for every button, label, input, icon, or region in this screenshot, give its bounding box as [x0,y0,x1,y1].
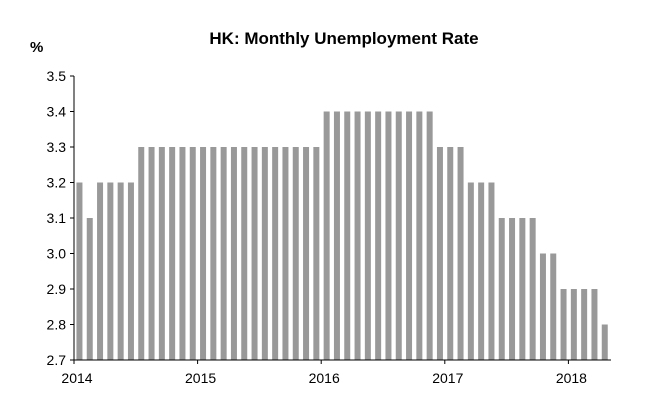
bar-2016-05 [364,111,371,360]
y-tick-label: 3.1 [47,210,67,226]
bar-2015-11 [303,147,310,360]
bar-2018-03 [591,289,598,360]
bar-2016-02 [333,111,340,360]
bar-2016-08 [395,111,402,360]
bar-2017-11 [550,253,557,360]
bar-2014-02 [86,218,93,360]
bar-2017-07 [509,218,516,360]
bar-2018-01 [570,289,577,360]
bar-2015-03 [220,147,227,360]
bar-2017-02 [457,147,464,360]
bar-2014-04 [107,182,114,360]
chart-title: HK: Monthly Unemployment Rate [209,29,478,48]
bar-2016-04 [354,111,361,360]
bar-2017-10 [539,253,546,360]
y-tick-label: 3.0 [47,246,67,262]
y-tick-label: 3.3 [47,139,67,155]
bar-2014-03 [97,182,104,360]
y-tick-label: 3.4 [47,104,67,120]
bar-2016-10 [416,111,423,360]
y-tick-label: 3.5 [47,68,67,84]
bar-2014-01 [76,182,83,360]
y-tick-label: 2.7 [47,352,67,368]
bar-2015-04 [230,147,237,360]
bar-2017-08 [519,218,526,360]
x-tick-label: 2015 [185,370,216,386]
x-axis-ticks: 2014 2015 2016 2017 2018 [61,360,587,386]
bar-2015-01 [200,147,207,360]
y-tick-label: 2.8 [47,317,67,333]
y-tick-label: 2.9 [47,281,67,297]
bar-2015-06 [251,147,258,360]
x-tick-label: 2014 [61,370,92,386]
x-tick-label: 2017 [432,370,463,386]
bar-2016-07 [385,111,392,360]
bar-2015-12 [313,147,320,360]
bar-2016-09 [406,111,413,360]
bar-2017-03 [467,182,474,360]
bar-2017-09 [529,218,536,360]
bar-2015-10 [292,147,299,360]
bar-2016-06 [375,111,382,360]
bar-2016-11 [426,111,433,360]
x-tick-label: 2018 [556,370,587,386]
bar-2018-02 [581,289,588,360]
bar-2016-03 [344,111,351,360]
bar-2014-09 [158,147,165,360]
bar-2017-01 [447,147,454,360]
y-tick-label: 3.2 [47,175,67,191]
bar-2015-09 [282,147,289,360]
bar-2014-08 [148,147,155,360]
bar-2017-05 [488,182,495,360]
bar-2015-08 [272,147,279,360]
bar-2017-12 [560,289,567,360]
x-tick-label: 2016 [309,370,340,386]
bar-2018-04 [601,324,608,360]
bar-2015-07 [261,147,268,360]
bar-2016-12 [436,147,443,360]
bar-2015-05 [241,147,248,360]
bar-2016-01 [323,111,330,360]
y-axis-unit-label: % [30,39,43,56]
bar-2014-12 [189,147,196,360]
bars-group [76,111,608,360]
bar-2015-02 [210,147,217,360]
bar-2014-06 [127,182,134,360]
bar-2014-05 [117,182,124,360]
bar-2014-07 [138,147,145,360]
y-axis-ticks: 2.7 2.8 2.9 3.0 3.1 3.2 3.3 3.4 3.5 [47,68,74,368]
bar-2017-06 [498,218,505,360]
bar-2014-10 [169,147,176,360]
bar-2017-04 [478,182,485,360]
bar-2014-11 [179,147,186,360]
